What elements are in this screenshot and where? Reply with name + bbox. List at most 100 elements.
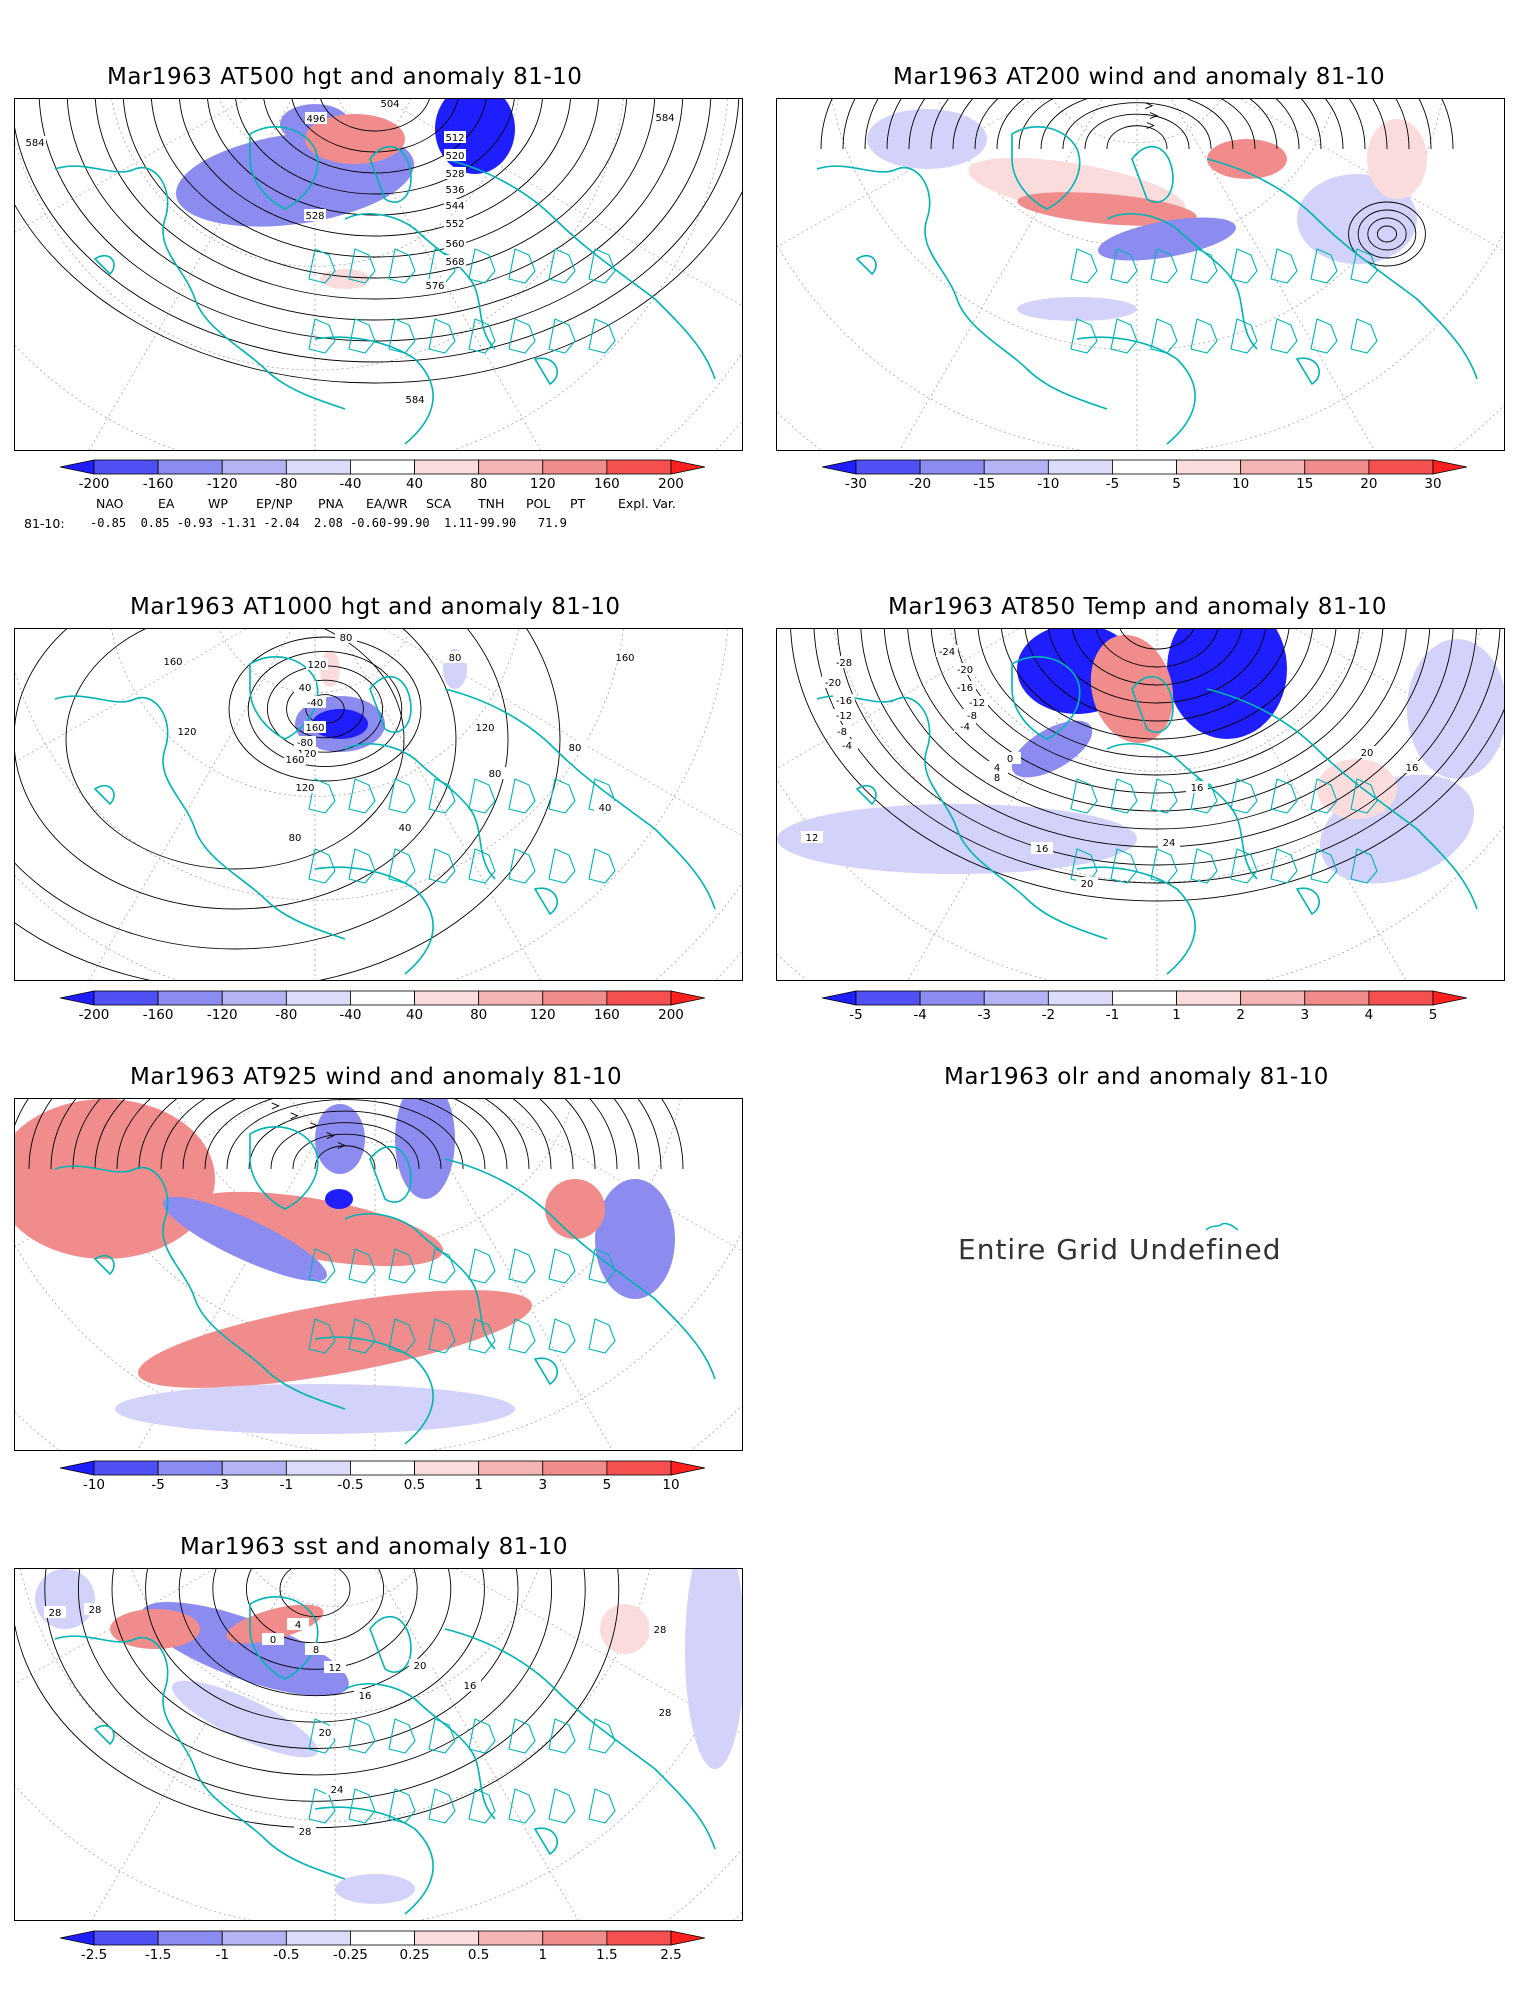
colorbar-swatch: [221, 1460, 287, 1476]
country-border: [1190, 848, 1218, 884]
contour-label: -80: [297, 738, 313, 749]
anomaly-negative: [1011, 720, 1093, 778]
contour-label: 552: [445, 219, 464, 230]
colorbar-swatch: [414, 459, 480, 475]
country-border: [308, 1718, 336, 1754]
contour-label: 576: [425, 281, 444, 292]
country-border: [468, 778, 496, 814]
contour-label-bg: [324, 1661, 346, 1673]
country-border: [468, 848, 496, 884]
contour-label-bg: [379, 99, 401, 109]
country-border: [1190, 778, 1218, 814]
anomaly-positive: [1367, 119, 1427, 199]
contour-label: 80: [340, 633, 353, 644]
colorbar-t850: -5 -4 -3 -2 -1 1 2 3 4 5: [821, 990, 1468, 1026]
contour-line: [318, 99, 432, 132]
country-border: [1310, 778, 1338, 814]
contour-label: 160: [285, 755, 304, 766]
colorbar-arrow-right: [670, 1460, 706, 1476]
country-border: [548, 248, 576, 284]
country-border: [1070, 778, 1098, 814]
colorbar-swatch: [542, 459, 608, 475]
contour-label-bg: [287, 1618, 309, 1630]
meridian-line: [334, 1569, 626, 1920]
country-border: [548, 318, 576, 354]
country-border: [548, 848, 576, 884]
contour-label: 80: [489, 769, 502, 780]
tele-row-values: -0.85 0.85 -0.93 -1.31 -2.04 2.08 -0.60-…: [90, 516, 567, 530]
contour-label-bg: [833, 656, 855, 668]
colorbar-tick-label: 40: [405, 1007, 424, 1023]
meridian-line: [334, 1569, 742, 1790]
contour-line: [94, 99, 656, 300]
colorbar-tick-label: -120: [206, 476, 238, 492]
contour-label: 20: [414, 1661, 427, 1672]
country-border: [508, 1788, 536, 1824]
country-border: [548, 778, 576, 814]
country-border: [508, 848, 536, 884]
contour-label: 40: [399, 823, 412, 834]
contour-label: -8: [837, 727, 847, 738]
country-border: [588, 848, 616, 884]
panel-title-z1000: Mar1963 AT1000 hgt and anomaly 81-10: [130, 594, 621, 620]
tele-header: WP: [208, 496, 228, 511]
contour-line: [279, 1569, 351, 1617]
contour-label-bg: [1076, 877, 1098, 889]
contour-label-bg: [305, 1643, 327, 1655]
contour-label-bg: [409, 1659, 431, 1671]
contour-label: 28: [299, 1827, 312, 1838]
coastline: [314, 336, 434, 445]
colorbar-swatch: [350, 1460, 415, 1476]
colorbar-tick-label: -1: [279, 1477, 294, 1493]
panel-title-olr: Mar1963 olr and anomaly 81-10: [944, 1064, 1329, 1090]
streamline: [226, 1099, 464, 1170]
country-border: [1270, 778, 1298, 814]
country-border: [1230, 318, 1258, 354]
contour-label: 120: [297, 749, 316, 760]
colorbar-z1000: -200 -160 -120 -80 -40 40 80 120 160 200: [59, 990, 706, 1026]
country-border: [588, 1718, 616, 1754]
coastline: [533, 1827, 558, 1856]
anomaly-positive: [1317, 759, 1397, 819]
colorbar-swatch: [606, 1460, 672, 1476]
country-border: [348, 1788, 376, 1824]
contour-label-bg: [162, 655, 184, 667]
colorbar-arrow-right: [670, 1930, 706, 1946]
country-border: [508, 1318, 536, 1354]
country-border: [548, 1248, 576, 1284]
contour-label: 24: [331, 1785, 344, 1796]
contour-label-bg: [831, 725, 853, 737]
contour-label-bg: [966, 696, 988, 708]
country-border: [1070, 318, 1098, 354]
colorbar-tick-label: 1.5: [596, 1947, 618, 1963]
colorbar-tick-label: 10: [1232, 476, 1250, 492]
country-border: [468, 1788, 496, 1824]
colorbar-tick-label: 1: [1172, 1007, 1181, 1023]
colorbar-arrow-right: [670, 459, 706, 475]
colorbar-tick-label: -0.25: [332, 1947, 368, 1963]
contour-label-bg: [444, 651, 466, 663]
country-border: [1150, 848, 1178, 884]
streamline: [116, 1099, 574, 1170]
anomaly-negative: [1017, 297, 1137, 321]
contour-label-bg: [84, 1603, 106, 1615]
contour-label-bg: [294, 1825, 316, 1837]
country-border: [428, 848, 456, 884]
colorbar-w200: -30 -20 -15 -10 -5 5 10 15 20 30: [821, 459, 1468, 495]
country-border: [1190, 318, 1218, 354]
undefined-grid-message: Entire Grid Undefined: [958, 1233, 1282, 1266]
contour-label-bg: [294, 736, 316, 748]
colorbar-swatch: [1304, 990, 1370, 1006]
contour-label-bg: [954, 681, 976, 693]
colorbar-w925: -10 -5 -3 -1 -0.5 0.5 1 3 5 10: [59, 1460, 706, 1496]
colorbar-swatch: [1112, 459, 1177, 475]
anomaly-negative: [325, 1189, 353, 1209]
contour-label: 584: [405, 395, 424, 406]
colorbar-tick-label: 2.5: [660, 1947, 682, 1963]
country-border: [1110, 848, 1138, 884]
colorbar-tick-label: 2: [1236, 1007, 1245, 1023]
contour-label-bg: [649, 1623, 671, 1635]
anomaly-negative: [685, 1569, 742, 1769]
contour-label: -4: [842, 741, 852, 752]
contour-label-bg: [444, 183, 466, 195]
